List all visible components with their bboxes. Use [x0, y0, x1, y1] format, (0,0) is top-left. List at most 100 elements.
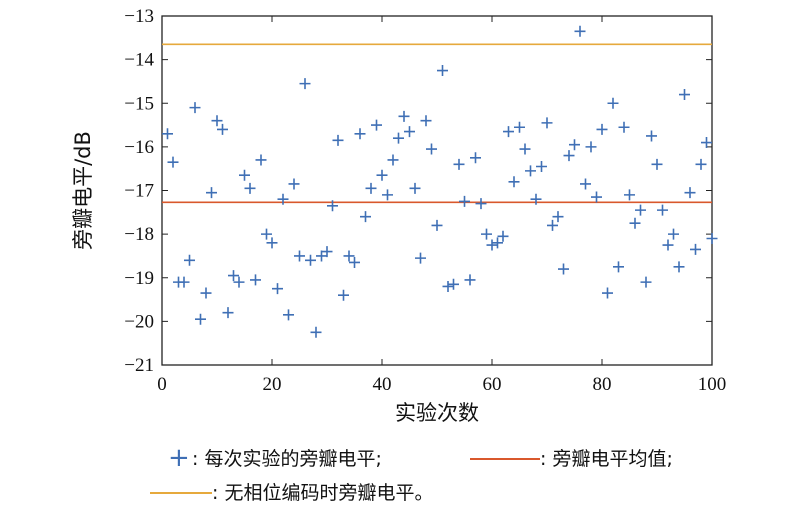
scatter-point [459, 195, 470, 207]
scatter-point [596, 123, 608, 135]
scatter-point [508, 176, 520, 188]
scatter-point [481, 228, 492, 240]
scatter-point [503, 126, 514, 138]
scatter-point [613, 261, 624, 273]
scatter-point [228, 270, 239, 282]
scatter-point [563, 150, 575, 162]
scatter-point [442, 280, 454, 292]
scatter-point [277, 193, 289, 205]
scatter-point [222, 307, 234, 319]
scatter-point [250, 274, 261, 286]
x-tick-label: 40 [373, 374, 392, 395]
x-tick-label: 60 [483, 374, 502, 395]
scatter-point [525, 165, 536, 177]
y-tick-label: −13 [124, 6, 154, 27]
scatter-point [706, 232, 718, 244]
legend-plus-marker: + [168, 445, 192, 471]
scatter-point [365, 182, 377, 194]
scatter-point [167, 156, 179, 168]
scatter-point [382, 189, 393, 201]
y-tick-label: −14 [124, 50, 154, 71]
scatter-point [574, 25, 586, 37]
scatter-point [437, 65, 448, 77]
scatter-point [426, 143, 437, 155]
scatter-point [640, 276, 652, 288]
scatter-point [536, 161, 547, 173]
scatter-point [651, 158, 663, 170]
x-tick-label: 100 [698, 374, 727, 395]
y-tick-label: −19 [124, 268, 154, 289]
scatter-point [464, 274, 476, 286]
plot-area: −13 −14 −15 −16 −17 −18 −19 −20 −210 20 40 60 80 100 实… [71, 6, 726, 425]
scatter-point [602, 287, 613, 299]
legend-label-uncoded: : 无相位编码时旁瓣电平。 [212, 482, 434, 504]
scatter-point [294, 250, 305, 262]
scatter-point [701, 137, 712, 149]
x-tick-label: 80 [593, 374, 612, 395]
scatter-point [393, 132, 404, 144]
scatter-point [200, 287, 212, 299]
legend-item-uncoded: : 无相位编码时旁瓣电平。 [150, 478, 433, 505]
scatter-point [448, 278, 459, 290]
legend-uncoded-line [150, 482, 212, 502]
scatter-point [552, 211, 564, 223]
scatter-point [206, 187, 217, 199]
scatter-point [684, 187, 696, 199]
scatter-point [591, 191, 602, 203]
y-axis-title: 旁瓣电平/dB [71, 131, 95, 250]
scatter-point [635, 204, 646, 216]
scatter-point [178, 276, 190, 288]
x-tick-label: 20 [263, 374, 282, 395]
scatter-point [261, 228, 272, 240]
y-tick-label: −15 [124, 93, 154, 114]
scatter-point [470, 152, 481, 164]
scatter-point [514, 121, 525, 133]
scatter-point [695, 158, 707, 170]
scatter-point [272, 283, 283, 295]
legend-label-scatter: : 每次实验的旁瓣电平; [192, 448, 382, 470]
scatter-point [453, 158, 465, 170]
scatter-point [305, 254, 316, 266]
scatter-point [233, 276, 245, 288]
scatter-point [679, 89, 690, 101]
scatter-point [618, 121, 630, 133]
y-tick-label: −20 [124, 311, 154, 332]
scatter-point [371, 119, 382, 131]
scatter-point [283, 309, 294, 321]
scatter-point [387, 154, 399, 166]
scatter-point [475, 198, 487, 210]
scatter-point [673, 261, 685, 273]
x-axis-title: 实验次数 [395, 401, 479, 425]
scatter-point [409, 182, 421, 194]
scatter-point [558, 263, 569, 275]
scatter-point [376, 169, 388, 181]
scatter-point [657, 204, 668, 216]
scatter-point [266, 237, 278, 249]
scatter-point [569, 139, 580, 151]
legend-item-mean: : 旁瓣电平均值; [470, 444, 673, 471]
y-tick-label: −18 [124, 224, 154, 245]
scatter-point [646, 130, 657, 142]
scatter-point [349, 256, 360, 268]
scatter-point [624, 189, 635, 201]
scatter-point [162, 128, 173, 140]
scatter-point [420, 115, 432, 127]
scatter-point [184, 254, 195, 266]
scatter-point [244, 182, 256, 194]
scatter-point [338, 289, 349, 301]
scatter-point [354, 128, 366, 140]
y-tick-label: −16 [124, 137, 154, 158]
scatter-point [668, 228, 679, 240]
scatter-point [398, 110, 410, 122]
scatter-point [239, 169, 250, 181]
scatter-point [360, 211, 371, 223]
scatter-point [541, 117, 553, 129]
scatter-point [519, 143, 531, 155]
legend-label-mean: : 旁瓣电平均值; [540, 448, 673, 470]
scatter-point [217, 123, 228, 135]
scatter-point [629, 217, 641, 229]
scatter-point [310, 326, 322, 338]
scatter-point [547, 219, 558, 231]
scatter-chart: −13 −14 −15 −16 −17 −18 −19 −20 −210 20 40 60 80 100 实… [71, 6, 726, 425]
scatter-point [332, 134, 344, 146]
